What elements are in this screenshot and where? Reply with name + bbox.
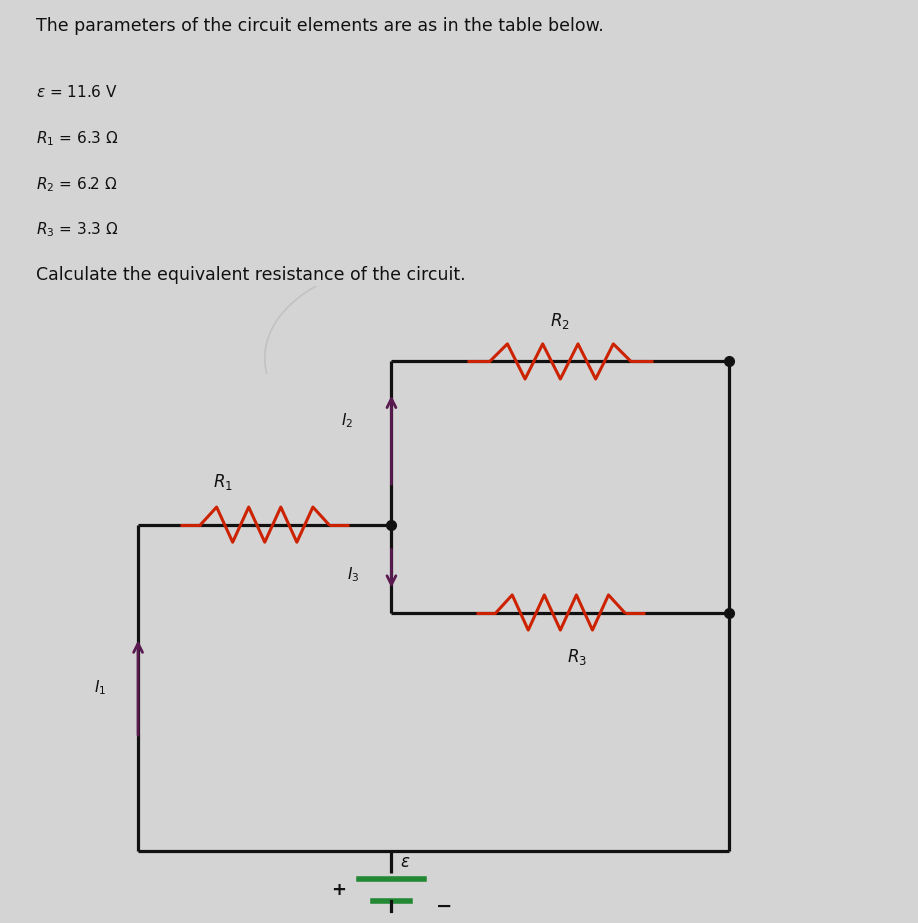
Text: $R_1$: $R_1$	[213, 472, 232, 492]
Text: $\varepsilon$: $\varepsilon$	[400, 853, 410, 871]
Text: Calculate the equivalent resistance of the circuit.: Calculate the equivalent resistance of t…	[36, 266, 465, 284]
Text: $R_1$ = 6.3 Ω: $R_1$ = 6.3 Ω	[36, 130, 118, 149]
Text: $R_2$ = 6.2 Ω: $R_2$ = 6.2 Ω	[36, 175, 118, 194]
Text: The parameters of the circuit elements are as in the table below.: The parameters of the circuit elements a…	[36, 18, 604, 35]
Text: $R_3$ = 3.3 Ω: $R_3$ = 3.3 Ω	[36, 221, 118, 239]
Text: $I_3$: $I_3$	[347, 566, 359, 584]
Text: −: −	[436, 897, 452, 916]
Text: $I_2$: $I_2$	[341, 412, 353, 430]
Text: $\varepsilon$ = 11.6 V: $\varepsilon$ = 11.6 V	[36, 84, 118, 101]
Text: $R_2$: $R_2$	[551, 311, 570, 331]
Text: +: +	[331, 881, 347, 899]
Text: $I_1$: $I_1$	[94, 678, 106, 697]
Text: $R_3$: $R_3$	[567, 647, 588, 667]
